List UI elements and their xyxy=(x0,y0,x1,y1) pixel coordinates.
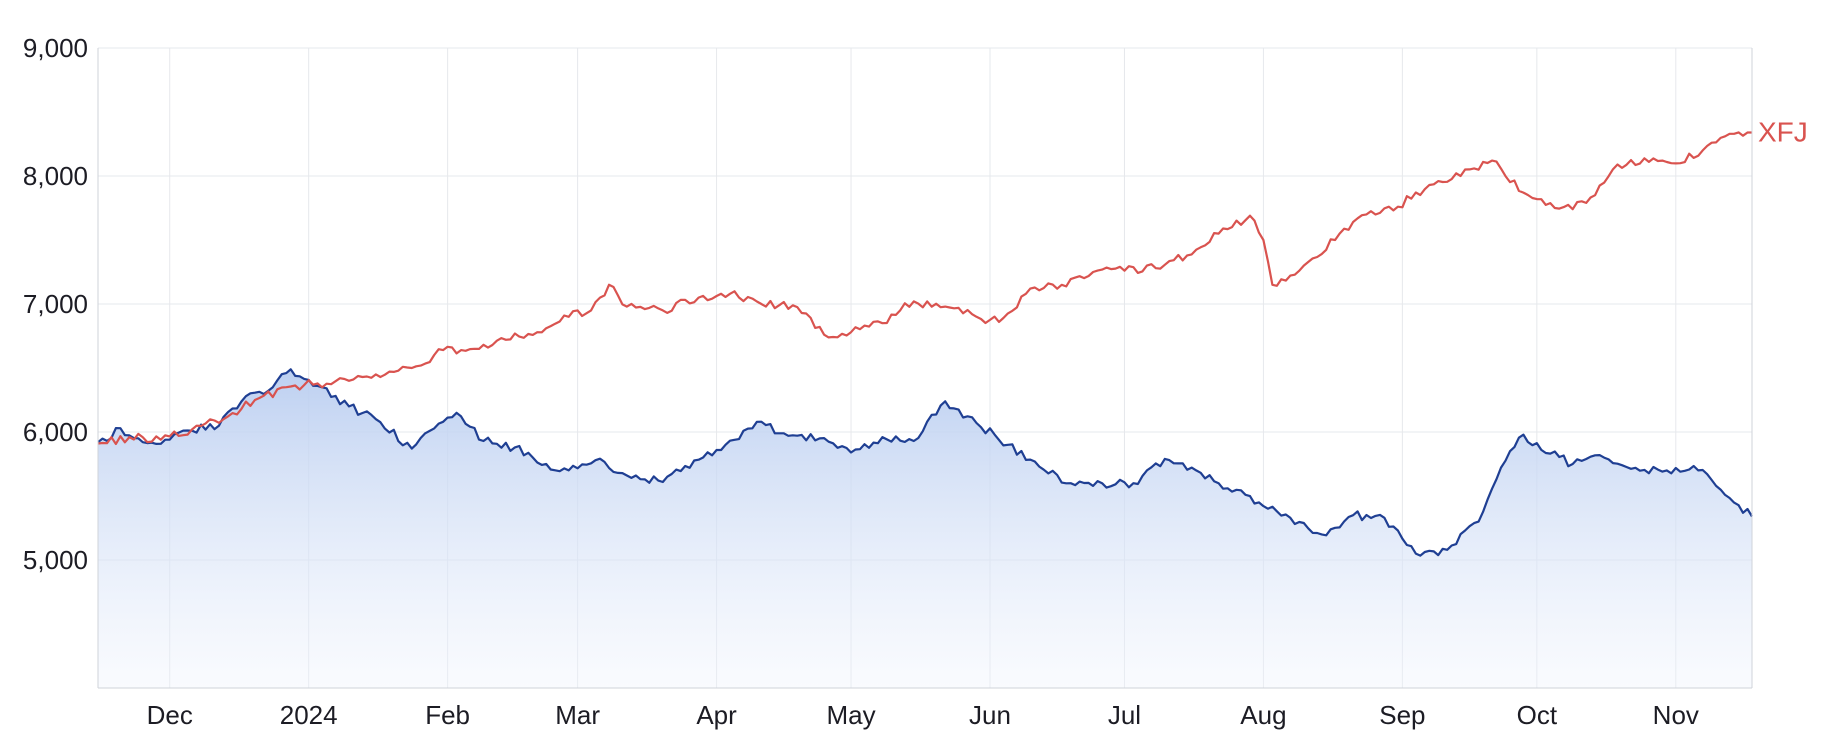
series-area-fill xyxy=(98,369,1752,688)
y-tick-label: 7,000 xyxy=(23,289,88,319)
x-tick-label: Jul xyxy=(1108,700,1141,730)
x-tick-label: Apr xyxy=(696,700,737,730)
series-line xyxy=(97,368,1753,557)
x-tick-label: Feb xyxy=(425,700,470,730)
y-tick-label: 8,000 xyxy=(23,161,88,191)
x-tick-label: 2024 xyxy=(280,700,338,730)
x-tick-label: Oct xyxy=(1517,700,1558,730)
series-xfj: XFJ xyxy=(97,116,1808,446)
axes: 5,000 6,000 7,000 8,000 9,000 Dec 2024 Feb Mar Ap… xyxy=(23,33,1753,730)
series-line xyxy=(97,131,1752,446)
y-tick-label: 6,000 xyxy=(23,417,88,447)
series-label: XFJ xyxy=(1758,116,1808,147)
x-tick-label: Aug xyxy=(1240,700,1286,730)
x-tick-label: Sep xyxy=(1379,700,1425,730)
series-comparison xyxy=(97,368,1753,688)
x-tick-label: Dec xyxy=(147,700,193,730)
x-tick-label: Mar xyxy=(555,700,600,730)
y-tick-label: 5,000 xyxy=(23,545,88,575)
x-tick-label: Jun xyxy=(969,700,1011,730)
y-tick-label: 9,000 xyxy=(23,33,88,63)
x-tick-label: Nov xyxy=(1653,700,1699,730)
series-layer: XFJ xyxy=(97,116,1808,688)
x-tick-label: May xyxy=(826,700,875,730)
